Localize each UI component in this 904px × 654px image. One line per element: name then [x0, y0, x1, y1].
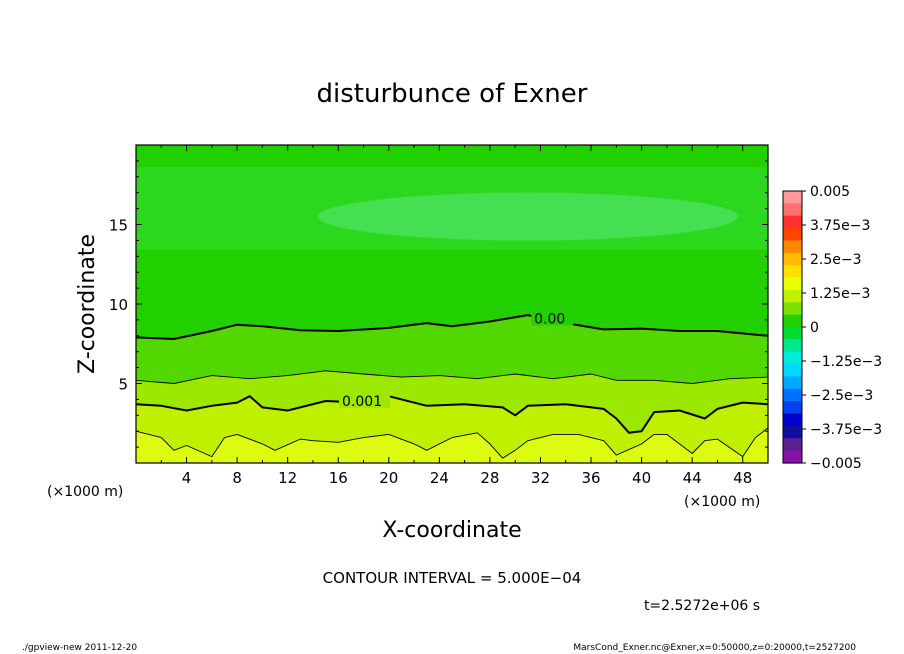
- colorbar-swatch: [783, 252, 802, 266]
- colorbar-swatch: [783, 228, 802, 242]
- colorbar-swatch: [783, 401, 802, 415]
- colorbar-swatch: [783, 450, 802, 464]
- contour-interval-label: CONTOUR INTERVAL = 5.000E−04: [323, 569, 582, 587]
- colorbar-label-6: −2.5e−3: [810, 388, 873, 404]
- colorbar-label-7: −3.75e−3: [810, 422, 882, 438]
- colorbar-swatch: [783, 351, 802, 365]
- colorbar-swatch: [783, 277, 802, 291]
- contour-line-0: [136, 314, 768, 340]
- colorbar-label-2: 2.5e−3: [810, 252, 862, 268]
- contour-label-bg-0: [531, 308, 574, 326]
- x-tick-label-40: 40: [632, 469, 651, 487]
- x-tick-label-4: 4: [182, 469, 192, 487]
- colorbar-label-4: 0: [810, 320, 819, 336]
- chart-title: disturbunce of Exner: [317, 79, 588, 109]
- colorbar-swatch: [783, 302, 802, 316]
- colorbar-swatch: [783, 203, 802, 217]
- contour-line-2: [136, 395, 768, 434]
- x-unit-label-left: (×1000 m): [47, 484, 123, 500]
- x-axis-ticks: 4 8 12 16 20 24 28 32 36 40 44 48: [160, 145, 752, 487]
- x-tick-label-36: 36: [581, 469, 600, 487]
- colorbar-swatch: [783, 364, 802, 378]
- colorbar-swatch: [783, 425, 802, 439]
- colorbar-swatch: [783, 265, 802, 279]
- colorbar-labels: 0.005 3.75e−3 2.5e−3 1.25e−3 0 −1.25e−3 −2.5e−…: [802, 184, 882, 472]
- contour-label-2: 0.001: [342, 394, 382, 410]
- x-tick-label-32: 32: [531, 469, 550, 487]
- colorbar-swatch: [783, 215, 802, 229]
- colorbar-swatch: [783, 314, 802, 328]
- colorbar-swatch: [783, 413, 802, 427]
- contour-label-bg-2: [339, 390, 391, 408]
- colorbar-swatch: [783, 339, 802, 353]
- colorbar-swatch: [783, 438, 802, 452]
- colorbar-swatch: [783, 327, 802, 340]
- x-tick-label-44: 44: [683, 469, 702, 487]
- y-axis-label: Z-coordinate: [75, 234, 100, 374]
- contour-labels: 0.00 0.001: [339, 308, 574, 410]
- colorbar-swatch: [783, 388, 802, 402]
- x-tick-label-20: 20: [379, 469, 398, 487]
- contour-line-3: [136, 427, 768, 459]
- colorbar-swatch: [783, 289, 802, 303]
- contour-label-0: 0.00: [534, 311, 565, 327]
- colorbar-label-3: 1.25e−3: [810, 286, 870, 302]
- x-tick-label-16: 16: [329, 469, 348, 487]
- footer-right: MarsCond_Exner.nc@Exner,x=0:50000,z=0:20…: [573, 643, 856, 653]
- footer-left: ./gpview-new 2011-12-20: [22, 643, 138, 653]
- band-0.001-0.0015: [136, 396, 768, 459]
- colorbar-swatch: [783, 191, 802, 204]
- colorbar-label-5: −1.25e−3: [810, 354, 882, 370]
- band-above-0.0015: [136, 428, 768, 463]
- colorbar-label-0: 0.005: [810, 184, 850, 200]
- y-tick-label-10: 10: [109, 296, 128, 314]
- contour-line-1: [136, 370, 768, 384]
- colorbar-swatch: [783, 240, 802, 254]
- time-label: t=2.5272e+06 s: [644, 598, 760, 614]
- plot-area: [136, 145, 768, 463]
- x-axis-label: X-coordinate: [382, 518, 521, 543]
- y-tick-label-15: 15: [109, 217, 128, 235]
- x-unit-label-right: (×1000 m): [684, 494, 760, 510]
- y-axis-ticks: 5 10 15: [109, 160, 768, 448]
- x-tick-label-28: 28: [480, 469, 499, 487]
- colorbar: [783, 191, 802, 464]
- x-tick-label-8: 8: [232, 469, 242, 487]
- x-tick-label-48: 48: [733, 469, 752, 487]
- colorbar-label-8: −0.005: [810, 456, 862, 472]
- band-0.0005-0.001: [136, 370, 768, 433]
- band-upper-lightest: [317, 192, 738, 241]
- band-0-0.0005: [136, 315, 768, 384]
- colorbar-swatch: [783, 376, 802, 390]
- x-tick-label-24: 24: [430, 469, 449, 487]
- x-tick-label-12: 12: [278, 469, 297, 487]
- colorbar-label-1: 3.75e−3: [810, 218, 870, 234]
- y-tick-label-5: 5: [118, 376, 128, 394]
